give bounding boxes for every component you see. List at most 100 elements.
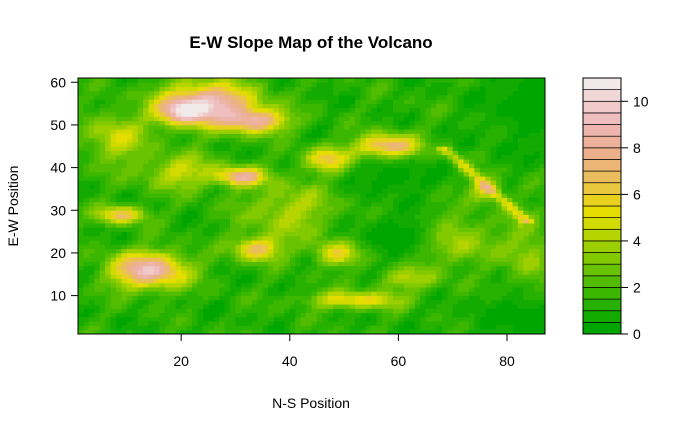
heatmap-cell [349,193,356,198]
heatmap-cell [230,197,236,203]
heatmap-cell [474,257,481,262]
heatmap-cell [365,299,372,305]
heatmap-cell [496,206,502,211]
heatmap-cell [202,103,209,109]
heatmap-cell [154,227,160,232]
heatmap-cell [496,184,502,190]
heatmap-cell [230,95,236,100]
heatmap-cell [289,231,296,237]
heatmap-cell [349,231,356,237]
heatmap-cell [403,257,410,262]
heatmap-cell [382,193,388,198]
heatmap-cell [430,103,437,109]
heatmap-cell [284,159,291,164]
heatmap-cell [349,299,356,305]
heatmap-cell [213,124,220,130]
heatmap-cell [192,244,198,250]
heatmap-cell [94,270,101,275]
heatmap-cell [121,248,128,254]
heatmap-cell [333,112,340,117]
heatmap-cell [278,184,285,190]
heatmap-cell [164,299,171,305]
heatmap-cell [295,270,302,275]
heatmap-cell [425,270,432,275]
heatmap-cell [132,291,139,296]
heatmap-cell [474,210,481,215]
heatmap-cell [463,304,470,309]
heatmap-cell [452,278,459,284]
heatmap-cell [268,248,274,254]
chart-title: E-W Slope Map of the Volcano [189,33,432,52]
heatmap-cell [425,103,432,109]
heatmap-cell [143,146,149,151]
heatmap-cell [213,159,220,164]
heatmap-cell [257,231,264,237]
heatmap-cell [192,99,198,104]
heatmap-cell [192,248,198,254]
heatmap-cell [316,235,323,241]
heatmap-cell [289,278,296,284]
heatmap-cell [534,137,540,143]
heatmap-cell [197,90,204,96]
heatmap-cell [468,265,475,271]
heatmap-cell [300,86,307,92]
heatmap-cell [468,316,475,322]
heatmap-cell [382,321,388,326]
heatmap-cell [110,227,117,232]
heatmap-cell [392,197,399,203]
heatmap-cell [262,287,269,292]
heatmap-cell [316,261,323,267]
heatmap-cell [392,163,399,168]
heatmap-cell [447,137,454,143]
heatmap-cell [327,227,334,232]
heatmap-cell [403,282,410,288]
heatmap-cell [528,201,535,207]
heatmap-cell [88,287,95,292]
heatmap-cell [268,197,274,203]
heatmap-cell [349,218,356,224]
heatmap-cell [360,159,367,164]
heatmap-cell [295,308,302,314]
heatmap-cell [159,82,166,87]
heatmap-cell [316,82,323,87]
heatmap-cell [110,90,117,96]
heatmap-cell [257,86,264,92]
heatmap-cell [539,137,546,143]
heatmap-cell [219,146,226,151]
heatmap-cell [420,188,426,194]
heatmap-cell [78,248,84,254]
heatmap-cell [436,184,443,190]
heatmap-cell [219,270,226,275]
heatmap-cell [392,295,399,301]
heatmap-cell [78,129,84,134]
heatmap-cell [468,86,475,92]
heatmap-cell [94,231,101,237]
heatmap-cell [425,137,432,143]
heatmap-cell [197,82,204,87]
heatmap-cell [99,316,106,322]
heatmap-cell [257,167,264,173]
heatmap-cell [224,171,231,177]
heatmap-cell [208,248,215,254]
heatmap-cell [403,184,410,190]
heatmap-cell [490,244,497,250]
heatmap-cell [105,78,111,83]
heatmap-cell [83,257,90,262]
heatmap-cell [496,193,502,198]
heatmap-cell [257,261,264,267]
heatmap-cell [458,304,464,309]
heatmap-cell [148,159,155,164]
heatmap-cell [137,137,144,143]
heatmap-cell [273,261,280,267]
heatmap-cell [192,167,198,173]
heatmap-cell [251,299,258,305]
heatmap-cell [490,142,497,147]
heatmap-cell [78,90,84,96]
heatmap-cell [132,278,139,284]
heatmap-cell [300,218,307,224]
heatmap-cell [78,261,84,267]
heatmap-cell [240,193,247,198]
heatmap-cell [458,270,464,275]
heatmap-cell [240,116,247,122]
heatmap-cell [278,252,285,258]
